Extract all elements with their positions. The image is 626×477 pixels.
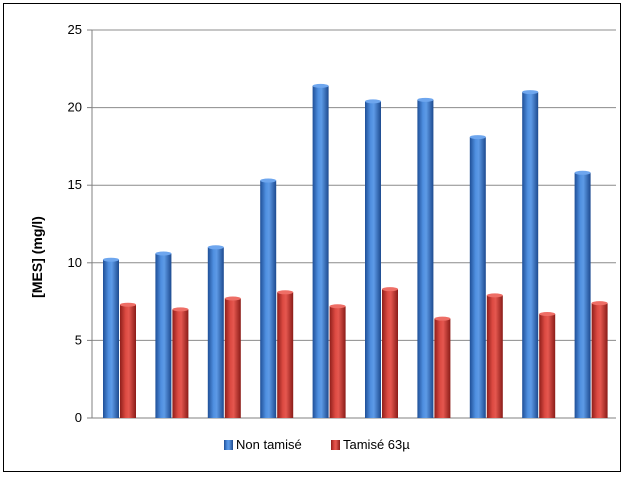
bar-cap — [434, 316, 451, 321]
bars — [103, 83, 608, 418]
bar-cap — [155, 251, 172, 256]
bar-tamise-63 — [486, 295, 503, 418]
bar-tamise-63 — [591, 303, 608, 418]
bar-cap — [574, 170, 591, 175]
y-tick-label: 25 — [68, 22, 82, 37]
legend-label-tamise-63: Tamisé 63µ — [343, 437, 410, 452]
bar-cap — [365, 99, 381, 104]
bar-cap — [207, 245, 224, 250]
bar-tamise-63 — [329, 306, 346, 418]
legend-swatch-tamise-63 — [331, 440, 340, 450]
bar-tamise-63 — [172, 309, 189, 418]
y-tick-label: 15 — [68, 177, 82, 192]
bar-cap — [277, 290, 294, 295]
bar-cap — [312, 83, 329, 88]
bar-tamise-63 — [434, 318, 451, 418]
legend-label-non-tamise: Non tamisé — [236, 437, 302, 452]
bar-tamise-63 — [120, 304, 136, 418]
bar-tamise-63 — [277, 292, 294, 418]
bar-cap — [224, 296, 241, 301]
y-tick-label: 5 — [75, 332, 82, 347]
bar-cap — [591, 301, 608, 306]
y-axis: 0 5 10 15 20 25 — [68, 22, 93, 425]
bar-non-tamise — [312, 85, 329, 418]
y-tick-label: 20 — [68, 100, 82, 115]
bar-non-tamise — [103, 259, 119, 418]
bar-non-tamise — [469, 137, 486, 418]
bar-cap — [120, 302, 136, 307]
bar-cap — [539, 312, 556, 317]
legend-swatch-non-tamise — [224, 440, 233, 450]
bar-non-tamise — [574, 172, 591, 418]
bar-cap — [417, 97, 434, 102]
y-axis-title: [MES] (mg/l) — [29, 216, 45, 298]
bar-non-tamise — [365, 101, 381, 418]
bar-non-tamise — [417, 99, 434, 418]
bar-tamise-63 — [539, 314, 556, 418]
bar-cap — [172, 307, 189, 312]
bar-non-tamise — [522, 92, 539, 418]
legend: Non tamisé Tamisé 63µ — [224, 437, 410, 452]
bar-cap — [486, 293, 503, 298]
y-tick-label: 0 — [75, 410, 82, 425]
bar-cap — [103, 257, 119, 262]
bar-cap — [329, 304, 346, 309]
bar-non-tamise — [207, 247, 224, 418]
bar-cap — [522, 90, 539, 95]
bar-tamise-63 — [224, 298, 241, 418]
bar-non-tamise — [155, 253, 172, 418]
bar-non-tamise — [260, 180, 277, 418]
bar-cap — [469, 135, 486, 140]
bar-tamise-63 — [382, 289, 398, 418]
bar-cap — [382, 287, 398, 292]
y-tick-label: 10 — [68, 255, 82, 270]
bar-cap — [260, 178, 277, 183]
